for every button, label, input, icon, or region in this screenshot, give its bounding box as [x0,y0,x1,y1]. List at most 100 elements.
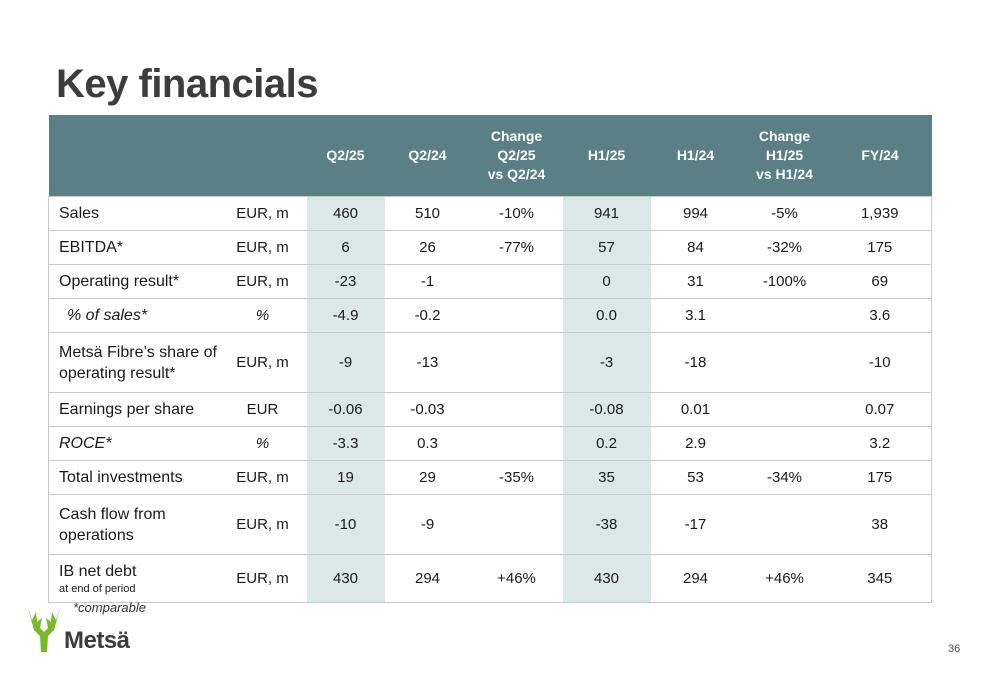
row-label: Cash flow from operations [48,494,219,555]
cell-change-q [470,298,563,333]
cell-fy24: 38 [828,494,932,555]
row-label: Operating result* [48,264,219,299]
table-row-percent-of-sales: % of sales* % -4.9 -0.2 0.0 3.1 3.6 [48,298,932,333]
row-label: Sales [48,196,219,231]
cell-q2-25: 6 [306,230,385,265]
cell-h1-24: 31 [650,264,741,299]
cell-change-h: -34% [740,460,829,495]
row-unit: % [218,426,307,461]
cell-h1-25: 0.0 [562,298,651,333]
row-label: % of sales* [48,298,219,333]
row-label: Total investments [48,460,219,495]
row-unit: EUR, m [218,264,307,299]
cell-change-h: -5% [740,196,829,231]
header-change-q-line3: vs Q2/24 [487,166,546,182]
row-label: IB net debt at end of period [48,554,219,603]
cell-change-q: -10% [470,196,563,231]
header-change-h-line2: H1/25 [765,147,804,163]
cell-h1-25: 941 [562,196,651,231]
cell-q2-24: 26 [384,230,471,265]
cell-change-q [470,494,563,555]
table-row-ib-net-debt: IB net debt at end of period EUR, m 430 … [48,554,932,603]
table-row-operating-result: Operating result* EUR, m -23 -1 0 31 -10… [48,264,932,299]
cell-q2-25: -23 [306,264,385,299]
row-label-line1: Cash flow from [59,505,166,523]
cell-change-h: +46% [740,554,829,603]
row-unit: EUR [218,392,307,427]
cell-change-h [740,392,829,427]
header-change-q-line1: Change [490,128,543,144]
cell-h1-24: 294 [650,554,741,603]
cell-q2-24: 29 [384,460,471,495]
row-unit: % [218,298,307,333]
cell-fy24: 0.07 [828,392,932,427]
brand-wordmark: Metsä [64,627,130,654]
cell-q2-24: 294 [384,554,471,603]
cell-q2-25: -0.06 [306,392,385,427]
cell-h1-25: 0.2 [562,426,651,461]
header-change-q: Change Q2/25 vs Q2/24 [470,115,563,197]
cell-fy24: 3.6 [828,298,932,333]
row-label: Metsä Fibre’s share of operating result* [48,332,219,393]
cell-h1-25: -0.08 [562,392,651,427]
cell-change-h [740,494,829,555]
cell-h1-25: -38 [562,494,651,555]
cell-fy24: 175 [828,230,932,265]
page-number: 36 [948,643,961,655]
cell-h1-25: 57 [562,230,651,265]
cell-h1-24: 0.01 [650,392,741,427]
cell-q2-24: -0.03 [384,392,471,427]
cell-fy24: 1,939 [828,196,932,231]
table-row-sales: Sales EUR, m 460 510 -10% 941 994 -5% 1,… [48,196,932,231]
row-label: Earnings per share [48,392,219,427]
row-label-text: IB net debt [59,562,137,580]
cell-fy24: 69 [828,264,932,299]
header-unit-col [218,115,307,197]
cell-q2-24: -9 [384,494,471,555]
row-label-line2: operations [59,526,134,544]
row-unit: EUR, m [218,460,307,495]
row-sublabel: at end of period [59,582,136,595]
header-h1-25: H1/25 [562,115,651,197]
row-label-line2: operating result* [59,364,176,382]
header-q2-24: Q2/24 [384,115,471,197]
cell-h1-24: -17 [650,494,741,555]
table-row-metsa-fibre-share: Metsä Fibre’s share of operating result*… [48,332,932,393]
cell-change-h [740,298,829,333]
row-label: ROCE* [48,426,219,461]
cell-q2-25: -4.9 [306,298,385,333]
cell-fy24: 3.2 [828,426,932,461]
cell-q2-25: 19 [306,460,385,495]
cell-h1-24: -18 [650,332,741,393]
table-row-total-investments: Total investments EUR, m 19 29 -35% 35 5… [48,460,932,495]
cell-change-q [470,332,563,393]
cell-q2-24: -13 [384,332,471,393]
cell-q2-25: 430 [306,554,385,603]
footnote: *comparable [73,600,146,615]
cell-fy24: 175 [828,460,932,495]
table-row-roce: ROCE* % -3.3 0.3 0.2 2.9 3.2 [48,426,932,461]
row-label-text: % of sales* [67,306,148,324]
cell-h1-24: 53 [650,460,741,495]
cell-q2-24: 510 [384,196,471,231]
row-unit: EUR, m [218,554,307,603]
cell-q2-25: -9 [306,332,385,393]
header-change-h: Change H1/25 vs H1/24 [740,115,829,197]
row-unit: EUR, m [218,494,307,555]
cell-h1-24: 3.1 [650,298,741,333]
row-unit: EUR, m [218,230,307,265]
header-q2-25: Q2/25 [306,115,385,197]
row-label-text: ROCE* [59,434,112,452]
row-label-line1: Metsä Fibre’s share of [59,343,217,361]
cell-change-q [470,392,563,427]
key-financials-table: Q2/25 Q2/24 Change Q2/25 vs Q2/24 H1/25 … [48,115,932,603]
header-change-h-line3: vs H1/24 [756,166,813,182]
header-fy24: FY/24 [828,115,932,197]
cell-change-q [470,264,563,299]
table-row-ebitda: EBITDA* EUR, m 6 26 -77% 57 84 -32% 175 [48,230,932,265]
row-unit: EUR, m [218,196,307,231]
cell-fy24: 345 [828,554,932,603]
cell-q2-24: 0.3 [384,426,471,461]
cell-change-q: -35% [470,460,563,495]
cell-h1-25: 35 [562,460,651,495]
